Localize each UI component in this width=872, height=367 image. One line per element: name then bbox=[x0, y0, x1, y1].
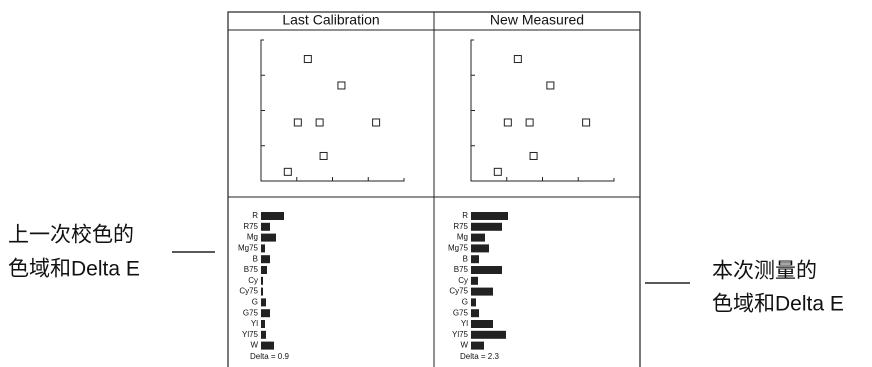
bar bbox=[471, 309, 479, 318]
point bbox=[582, 118, 591, 127]
bar bbox=[471, 287, 493, 296]
bar bbox=[471, 276, 478, 285]
header: New Measured bbox=[490, 12, 584, 28]
bar-label: B bbox=[253, 254, 258, 263]
delta-label: Delta = 0.9 bbox=[250, 352, 289, 361]
bar bbox=[261, 276, 263, 285]
bar bbox=[471, 266, 502, 274]
bar-label: Yl bbox=[461, 319, 468, 328]
bar-label: G75 bbox=[243, 308, 259, 317]
bar-label: Mg75 bbox=[448, 244, 469, 253]
bar bbox=[471, 244, 489, 253]
point bbox=[319, 151, 328, 160]
bar-label: W bbox=[460, 341, 468, 350]
bar bbox=[261, 287, 263, 296]
bar bbox=[261, 341, 274, 350]
bar bbox=[471, 320, 493, 328]
point bbox=[525, 118, 534, 127]
point bbox=[315, 118, 324, 127]
bar-label: R75 bbox=[453, 222, 468, 231]
point bbox=[513, 55, 522, 64]
point bbox=[546, 81, 555, 90]
bar bbox=[261, 309, 270, 318]
annotation: 色域和Delta E bbox=[8, 258, 140, 281]
axis bbox=[260, 39, 405, 182]
point bbox=[372, 118, 381, 127]
bar-label: Mg75 bbox=[238, 244, 259, 253]
bar bbox=[261, 320, 265, 328]
bar bbox=[471, 330, 506, 339]
delta-label: Delta = 2.3 bbox=[460, 352, 499, 361]
point bbox=[529, 151, 538, 160]
header: Last Calibration bbox=[282, 12, 379, 28]
annotation: 色域和Delta E bbox=[712, 293, 844, 316]
bar bbox=[471, 255, 479, 264]
point bbox=[337, 81, 346, 90]
axis bbox=[470, 39, 615, 182]
bar bbox=[471, 298, 476, 307]
bar-label: Yl75 bbox=[242, 330, 259, 339]
bar bbox=[261, 233, 276, 242]
bar bbox=[261, 212, 284, 220]
bar bbox=[261, 222, 270, 231]
bar-label: G bbox=[252, 298, 258, 307]
bar-label: Cy bbox=[248, 276, 258, 285]
bar-label: B75 bbox=[244, 265, 259, 274]
bar bbox=[471, 212, 508, 220]
point bbox=[293, 118, 302, 127]
bar bbox=[471, 233, 485, 242]
bar-label: W bbox=[250, 341, 258, 350]
bar bbox=[471, 222, 502, 231]
point bbox=[503, 118, 512, 127]
point bbox=[493, 167, 502, 176]
bar-label: B bbox=[463, 254, 468, 263]
point bbox=[303, 55, 312, 64]
bar bbox=[261, 330, 266, 339]
point bbox=[283, 167, 292, 176]
bar-label: G bbox=[462, 298, 468, 307]
bar-label: B75 bbox=[454, 265, 469, 274]
bar-label: R bbox=[462, 211, 468, 220]
bar-label: Cy75 bbox=[449, 287, 468, 296]
bar bbox=[261, 255, 270, 264]
bar-label: Cy75 bbox=[239, 287, 258, 296]
bar-label: Mg bbox=[247, 233, 258, 242]
bar bbox=[261, 244, 265, 253]
bar-label: R75 bbox=[243, 222, 258, 231]
bar-label: R bbox=[252, 211, 258, 220]
annotation: 本次测量的 bbox=[712, 260, 817, 283]
bar-label: Yl75 bbox=[452, 330, 469, 339]
bar-label: Cy bbox=[458, 276, 468, 285]
annotation: 上一次校色的 bbox=[8, 224, 134, 247]
bar bbox=[261, 266, 267, 274]
bar-label: Mg bbox=[457, 233, 468, 242]
bar-label: Yl bbox=[251, 319, 258, 328]
bar bbox=[471, 341, 484, 350]
bar-label: G75 bbox=[453, 308, 469, 317]
bar bbox=[261, 298, 266, 307]
